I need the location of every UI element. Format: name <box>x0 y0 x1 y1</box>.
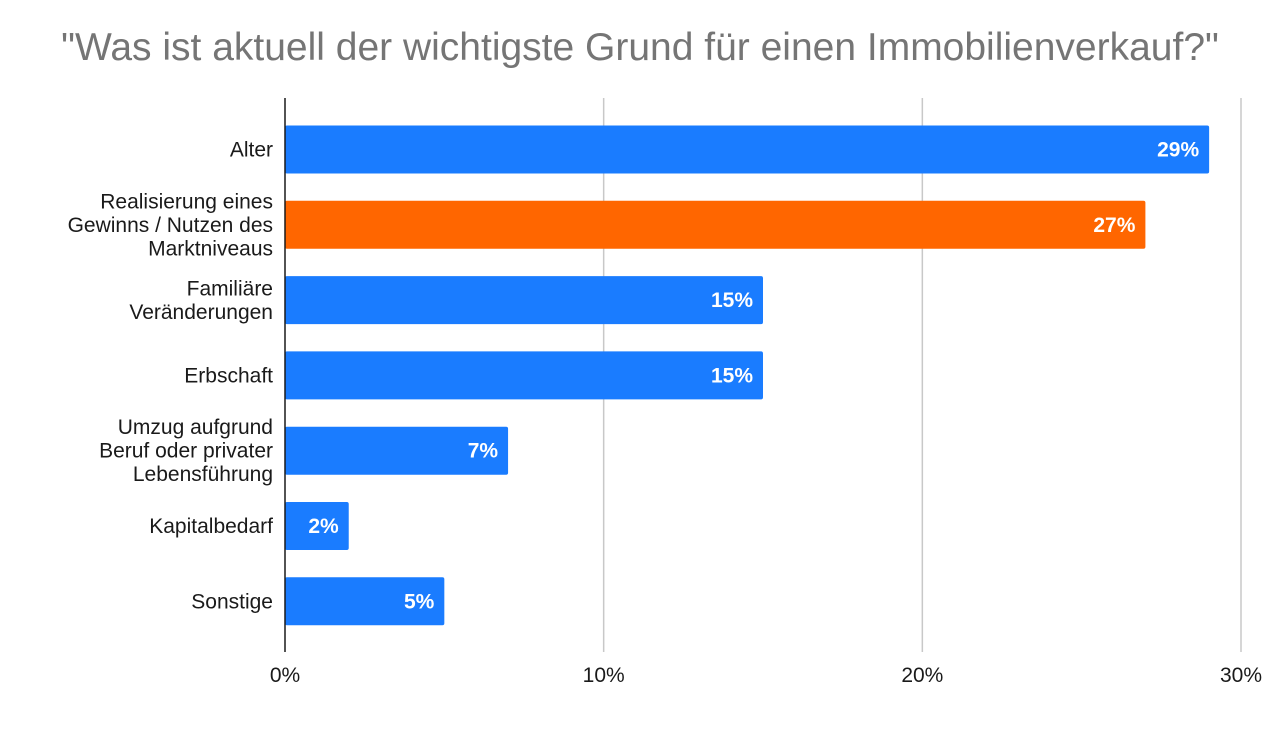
data-label: 15% <box>711 289 753 312</box>
x-tick-label: 0% <box>270 664 300 687</box>
category-label-line: Gewinns / Nutzen des <box>68 214 273 237</box>
category-label-line: Erbschaft <box>184 364 273 387</box>
x-tick-label: 30% <box>1220 664 1262 687</box>
category-label-line: Lebensführung <box>133 463 273 486</box>
category-label: Sonstige <box>191 590 273 613</box>
bar <box>285 200 1146 249</box>
bar <box>285 351 763 400</box>
data-label: 29% <box>1157 139 1199 162</box>
category-label-line: Veränderungen <box>129 301 273 324</box>
chart-title: "Was ist aktuell der wichtigste Grund fü… <box>61 26 1219 69</box>
category-label: Erbschaft <box>184 364 273 387</box>
category-label: Kapitalbedarf <box>149 515 273 538</box>
bar <box>285 502 349 550</box>
category-label-line: Realisierung eines <box>100 190 273 213</box>
bar <box>285 426 509 475</box>
category-label-line: Familiäre <box>187 277 273 300</box>
data-label: 5% <box>404 590 435 613</box>
category-label: Familiäre Veränderungen <box>129 277 273 324</box>
data-label: 7% <box>468 440 499 463</box>
category-label-line: Beruf oder privater <box>99 440 273 463</box>
category-label: Umzug aufgrund Beruf oder privater Lebensf… <box>99 416 273 486</box>
category-label: Realisierung eines Gewinns / Nutzen des Ma… <box>68 190 273 260</box>
bar <box>285 276 763 325</box>
labels: 0% 10% 20% 30% 29% Alter 27% Realisierung eines… <box>68 139 1262 688</box>
data-label: 15% <box>711 364 753 387</box>
category-label-line: Kapitalbedarf <box>149 515 273 538</box>
category-label-line: Marktniveaus <box>148 237 273 260</box>
category-label-line: Umzug aufgrund <box>118 416 273 439</box>
bar <box>285 125 1210 174</box>
category-label-line: Sonstige <box>191 590 273 613</box>
x-tick-label: 10% <box>583 664 625 687</box>
x-tick-label: 20% <box>901 664 943 687</box>
category-label: Alter <box>230 139 273 162</box>
data-label: 27% <box>1093 214 1135 237</box>
category-label-line: Alter <box>230 139 273 162</box>
bar <box>285 577 445 626</box>
bars <box>285 125 1210 626</box>
data-label: 2% <box>308 515 339 538</box>
